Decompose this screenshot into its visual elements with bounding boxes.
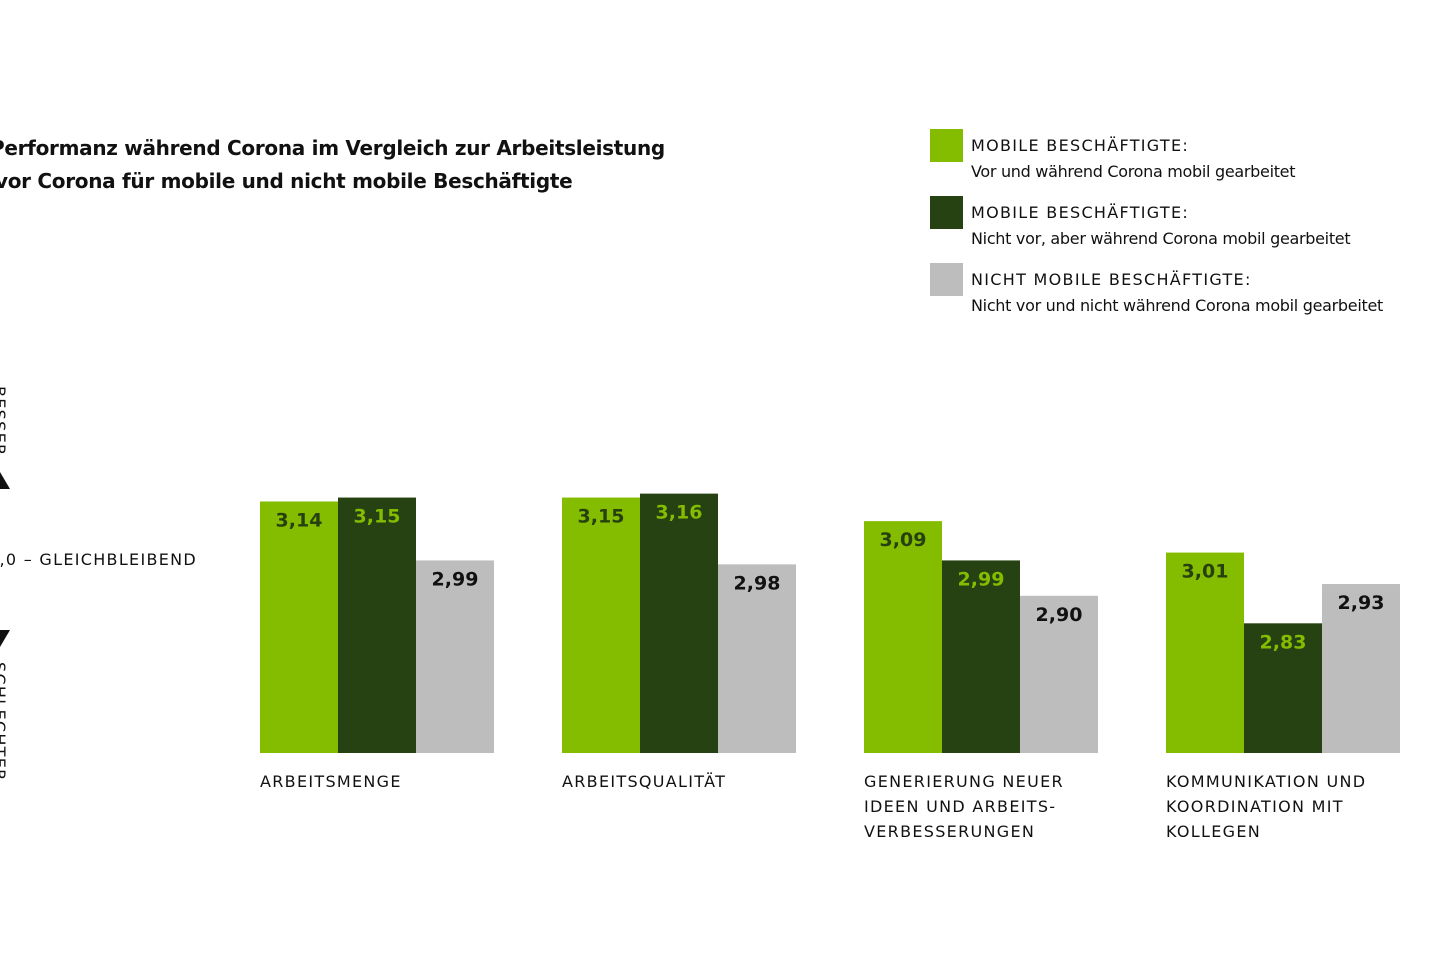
bar [260,501,338,753]
title-line-2: vor Corona für mobile und nicht mobile B… [0,169,573,193]
legend-label: MOBILE BESCHÄFTIGTE: [971,203,1190,222]
legend-swatch [930,196,963,229]
axis-reference-label: 3,0 – GLEICHBLEIBEND [0,550,198,569]
category-label: ARBEITSMENGE [260,772,402,791]
bar [1020,595,1098,753]
legend-description: Nicht vor und nicht während Corona mobil… [971,296,1383,315]
legend-label: NICHT MOBILE BESCHÄFTIGTE: [971,270,1252,289]
data-label: 3,01 [1182,561,1229,583]
category-label: ARBEITSQUALITÄT [562,772,727,791]
arrow-up-icon [0,472,10,489]
bar [864,521,942,753]
bar [718,564,796,753]
legend-description: Vor und während Corona mobil gearbeitet [971,162,1296,181]
category-label: KOMMUNIKATION UND KOORDINATION MIT KOLLE… [1166,772,1367,841]
title-line-1: Performanz während Corona im Vergleich z… [0,136,665,160]
legend-description: Nicht vor, aber während Corona mobil gea… [971,229,1351,248]
legend-swatch [930,263,963,296]
bar [1322,584,1400,753]
bar [640,493,718,753]
legend-label: MOBILE BESCHÄFTIGTE: [971,136,1190,155]
data-label: 2,99 [958,568,1005,590]
data-label: 3,09 [880,529,927,551]
data-label: 3,15 [578,506,625,528]
legend-swatch [930,129,963,162]
bar [416,560,494,753]
data-label: 2,98 [734,572,781,594]
data-label: 2,90 [1036,604,1083,626]
bar [942,560,1020,753]
bar [562,497,640,753]
data-label: 2,93 [1338,592,1385,614]
data-label: 3,16 [656,502,703,524]
bar [338,497,416,753]
data-label: 2,83 [1260,631,1307,653]
bar [1244,623,1322,753]
data-label: 3,15 [354,506,401,528]
arrow-down-icon [0,630,10,647]
data-label: 2,99 [432,568,479,590]
data-label: 3,14 [276,509,323,531]
bar [1166,552,1244,753]
category-label: GENERIERUNG NEUER IDEEN UND ARBEITS- VER… [864,772,1064,841]
chart-title: Performanz während Corona im Vergleich z… [0,132,665,198]
